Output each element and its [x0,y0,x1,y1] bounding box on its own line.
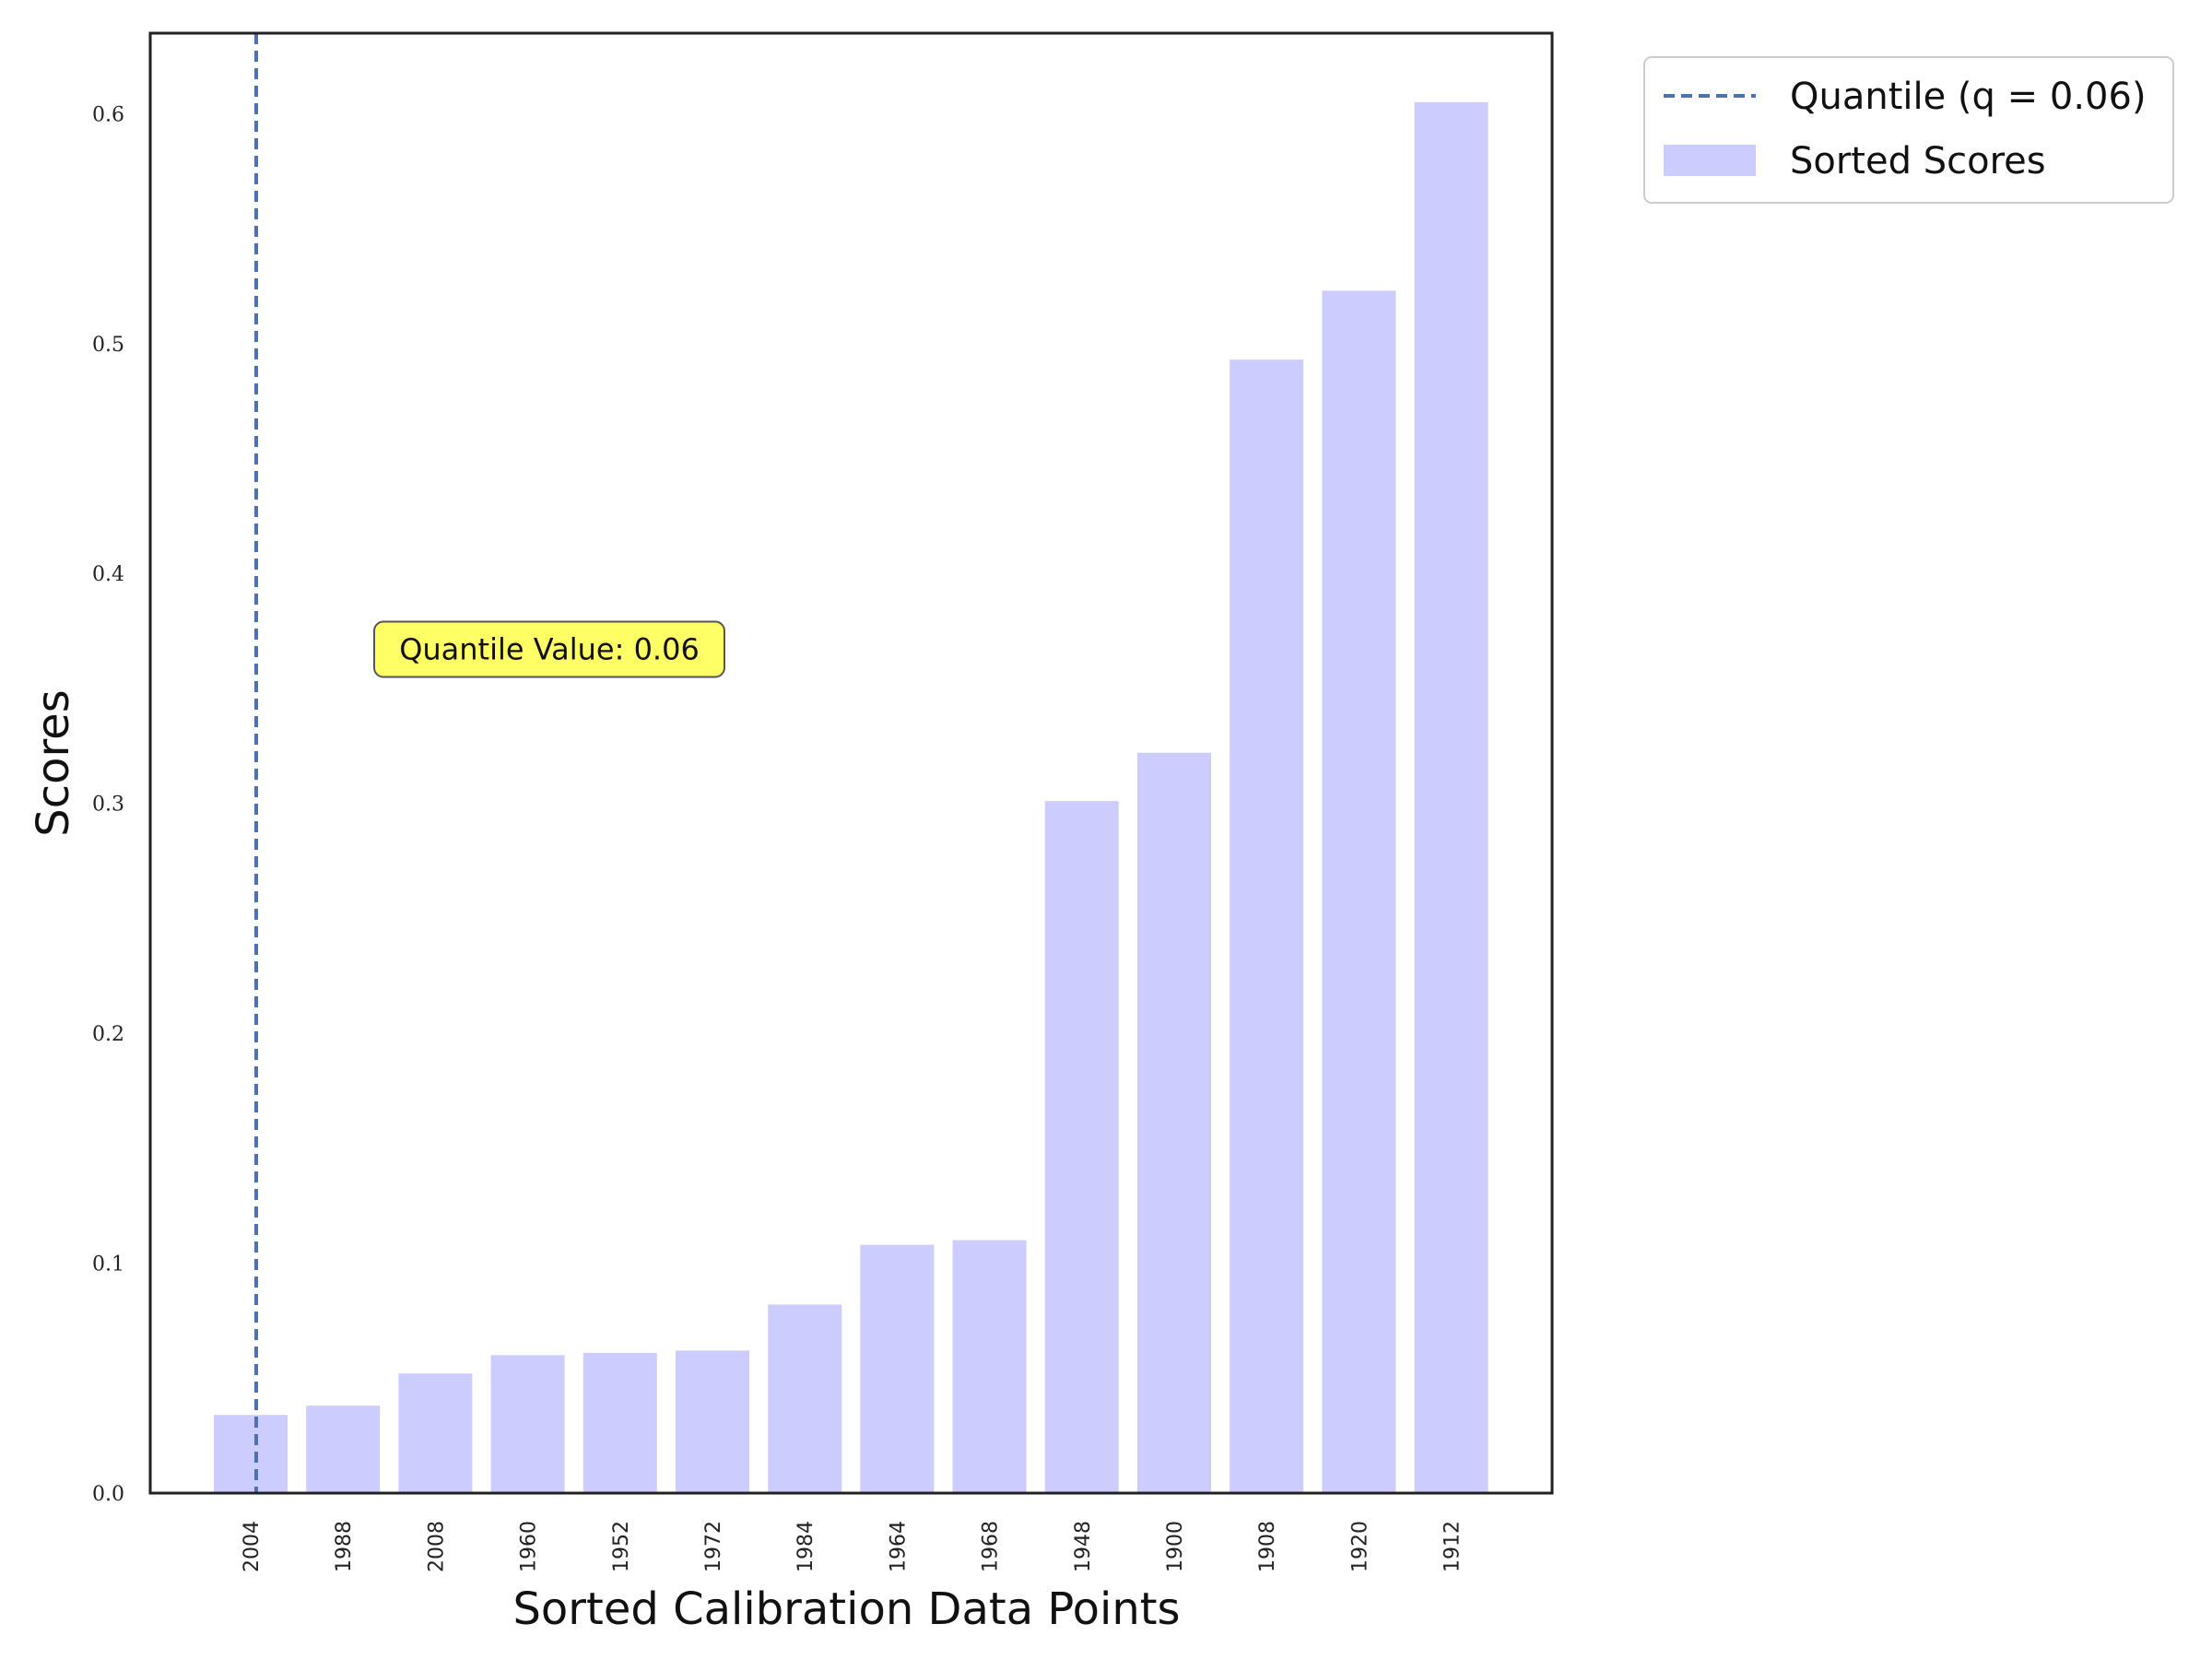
x-tick-label: 1900 [1164,1521,1187,1572]
bar [1230,359,1304,1494]
bar [1137,752,1211,1493]
legend: Quantile (q = 0.06) Sorted Scores [1643,56,2174,204]
x-tick-label: 1912 [1441,1521,1465,1572]
y-axis-label: Scores [28,689,79,836]
x-tick-label: 1988 [333,1521,356,1572]
x-tick-label: 2008 [425,1521,448,1572]
bars [214,101,1488,1494]
x-tick-label: 1920 [1348,1521,1371,1572]
bar [582,1352,657,1493]
bar [1322,290,1396,1493]
legend-sorted-scores-swatch [1664,145,1756,176]
bar [676,1350,749,1493]
x-axis-ticks: 2004 1988 2008 1960 1952 1972 1984 1964 1968 1948… [241,1521,1465,1572]
y-tick-label: 0.0 [92,1483,124,1506]
y-tick-label: 0.3 [92,794,124,817]
y-tick-label: 0.5 [92,334,124,357]
y-tick-label: 0.6 [92,103,124,126]
annotation-box [373,620,725,678]
y-tick-label: 0.1 [92,1253,124,1277]
x-tick-label: 1960 [518,1521,541,1572]
y-axis-ticks: 0.0 0.1 0.2 0.3 0.4 0.5 0.6 [92,103,124,1506]
x-axis-label: Sorted Calibration Data Points [512,1583,1180,1635]
x-tick-label: 1948 [1072,1521,1095,1572]
bar [398,1373,473,1493]
x-tick-label: 2004 [241,1521,264,1572]
annotation-text: Quantile Value: 0.06 [399,632,700,667]
legend-quantile-label: Quantile (q = 0.06) [1790,76,2147,118]
x-tick-label: 1972 [702,1521,725,1572]
annotation: Quantile Value: 0.06 [373,620,725,678]
x-tick-label: 1964 [887,1521,910,1572]
bar [1044,801,1119,1493]
plot-frame [148,31,1554,1495]
y-tick-label: 0.4 [92,563,124,586]
x-tick-label: 1984 [794,1521,818,1572]
legend-sorted-scores-label: Sorted Scores [1790,140,2046,182]
x-tick-label: 1952 [610,1521,633,1572]
legend-box [1643,56,2174,204]
bar [860,1244,935,1493]
bar [306,1406,381,1493]
bar [768,1304,842,1493]
x-tick-label: 1968 [980,1521,1003,1572]
bar [952,1240,1027,1493]
x-tick-label: 1908 [1256,1521,1279,1572]
y-tick-label: 0.2 [92,1023,124,1046]
bar [214,1415,288,1493]
bar [1414,101,1488,1494]
bar [490,1355,565,1493]
